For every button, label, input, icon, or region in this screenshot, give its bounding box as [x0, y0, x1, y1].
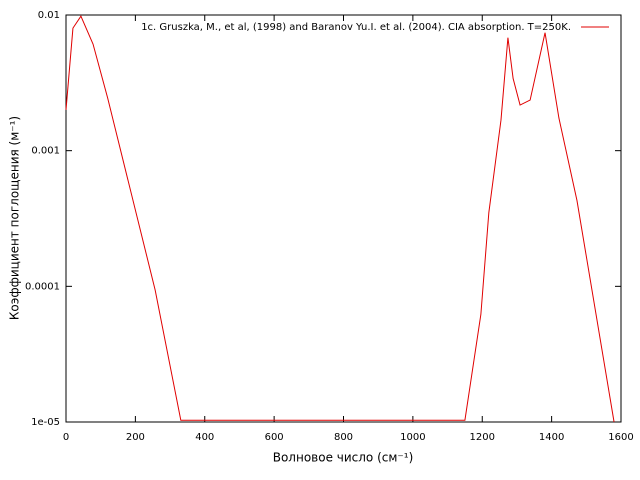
plot-frame	[65, 14, 622, 423]
x-tick-label: 1400	[539, 432, 564, 443]
x-axis-label: Волновое число (см⁻¹)	[273, 451, 414, 465]
y-tick-label: 0.01	[38, 10, 60, 21]
x-tick-label: 1000	[400, 432, 425, 443]
x-tick-label: 1600	[608, 432, 633, 443]
x-tick-label: 800	[334, 432, 353, 443]
x-tick-label: 400	[195, 432, 214, 443]
y-tick-label: 0.001	[31, 146, 60, 157]
x-tick-label: 600	[265, 432, 284, 443]
x-tick-label: 0	[63, 432, 69, 443]
x-tick-label: 200	[126, 432, 145, 443]
y-tick-label: 1e-05	[31, 417, 60, 428]
y-axis-label: Коэффициент поглощения (м⁻¹)	[8, 116, 22, 320]
x-tick-label: 1200	[470, 432, 495, 443]
y-tick-label: 0.0001	[25, 281, 60, 292]
series-line	[65, 15, 615, 423]
legend-label: 1c. Gruszka, M., et al, (1998) and Baran…	[141, 22, 571, 33]
